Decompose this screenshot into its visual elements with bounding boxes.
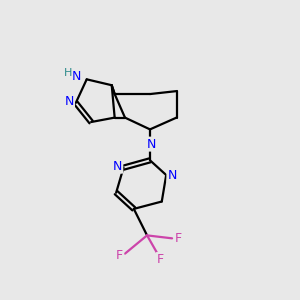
Text: F: F — [175, 232, 182, 245]
Text: N: N — [64, 95, 74, 108]
Text: F: F — [116, 249, 123, 262]
Text: H: H — [64, 68, 73, 78]
Text: N: N — [113, 160, 122, 173]
Text: N: N — [71, 70, 81, 83]
Text: F: F — [157, 253, 164, 266]
Text: N: N — [167, 169, 177, 182]
Text: N: N — [147, 138, 156, 151]
